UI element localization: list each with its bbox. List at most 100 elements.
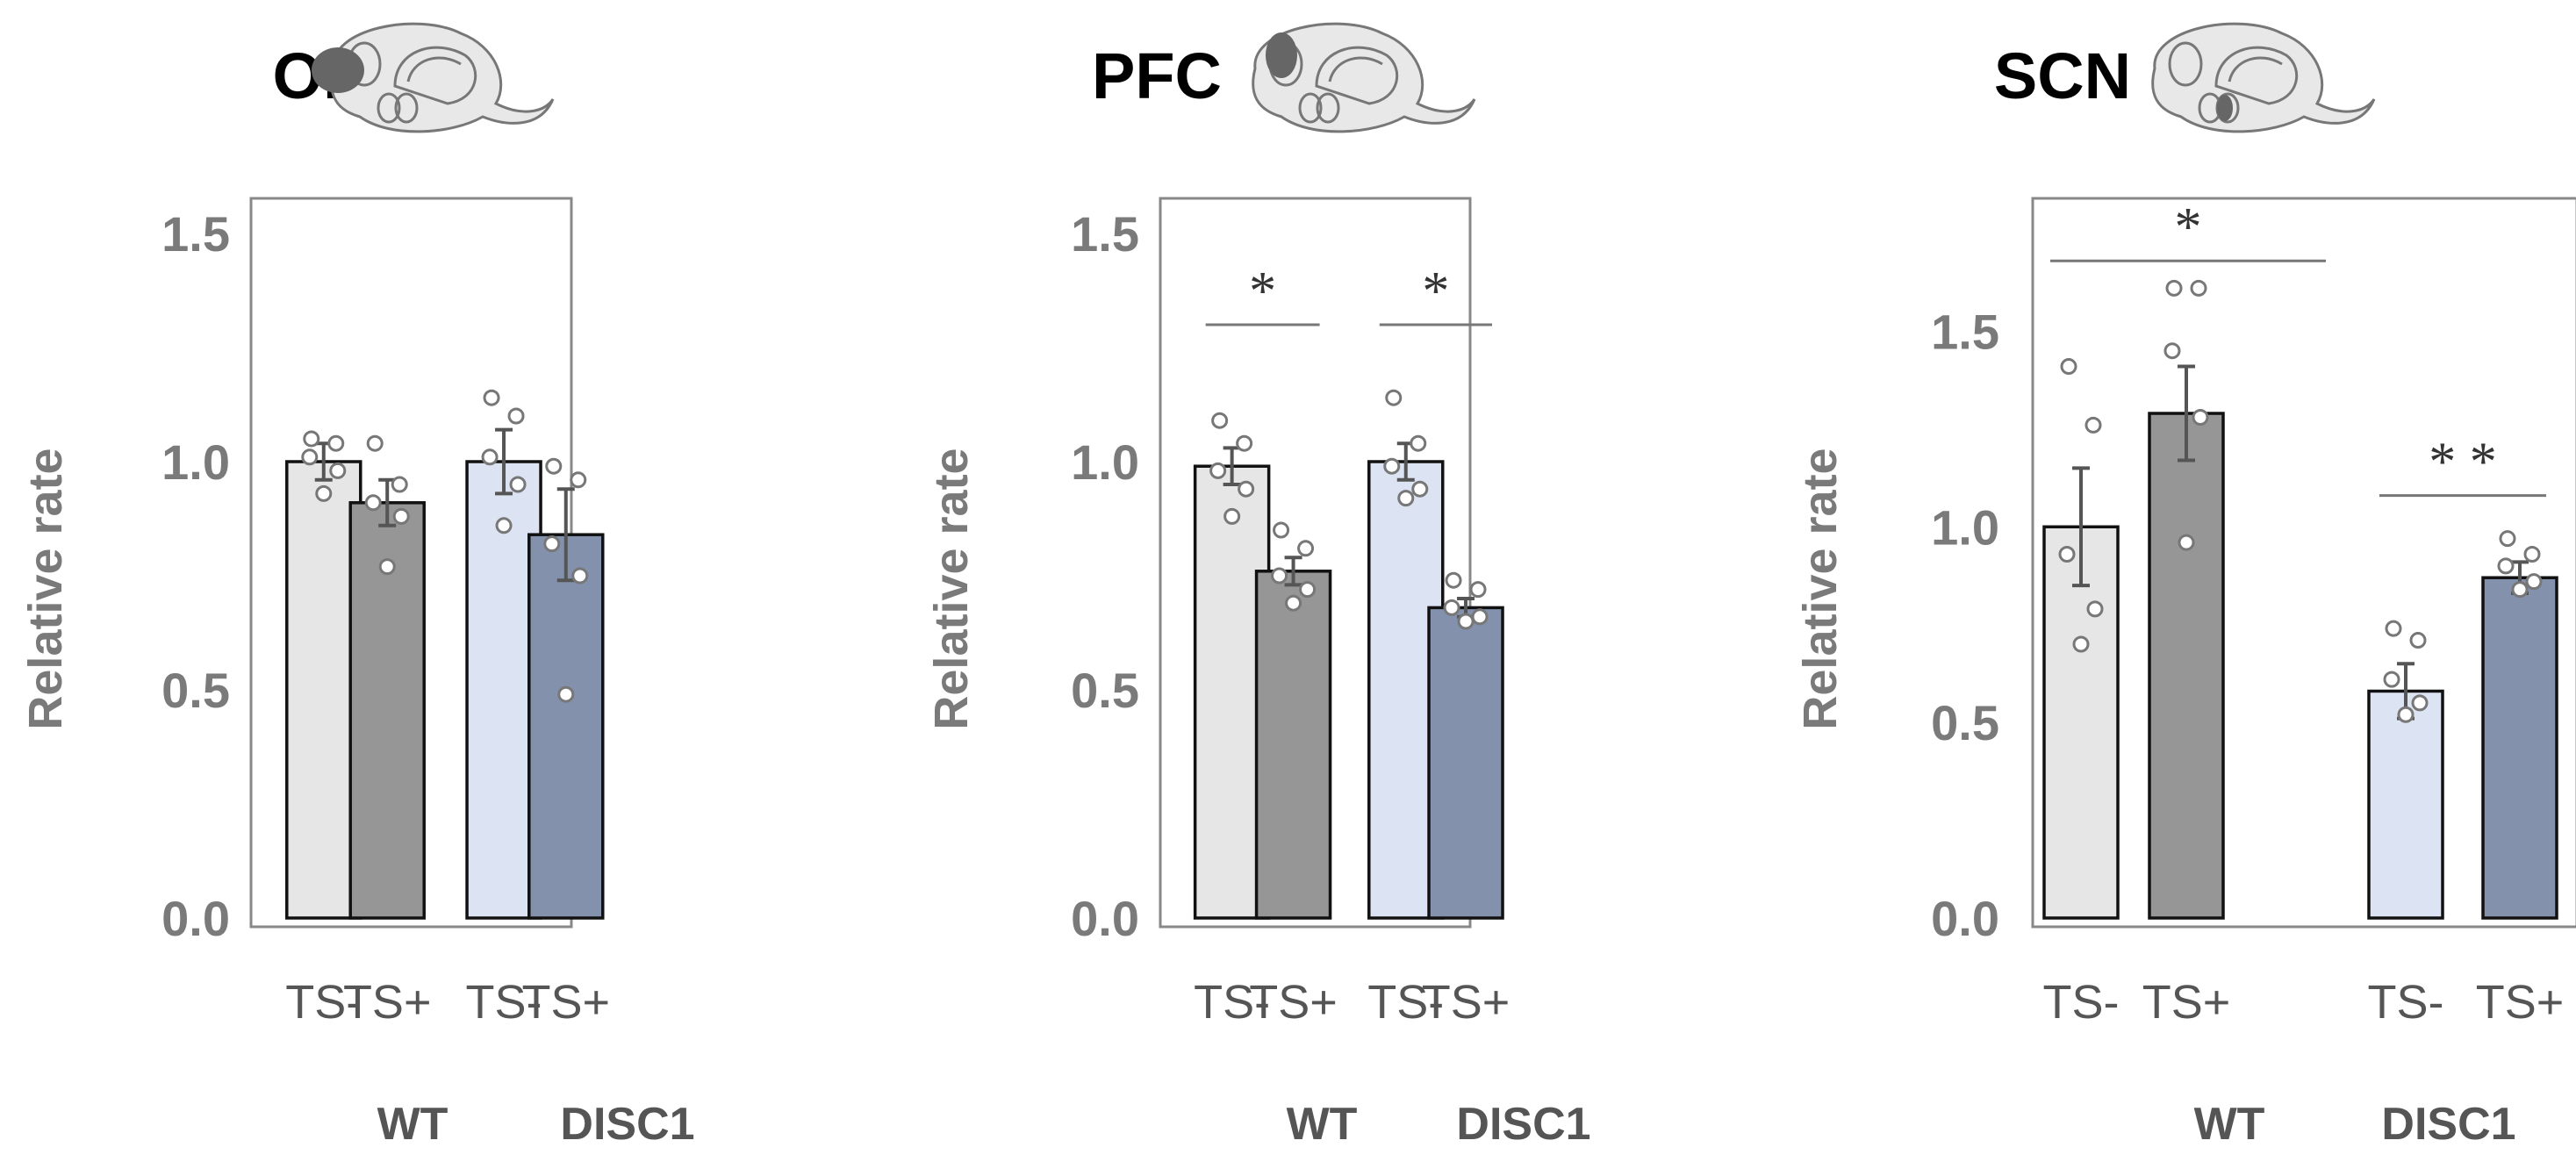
data-point: [1397, 490, 1415, 507]
data-point: [571, 567, 589, 585]
data-point: [303, 430, 320, 448]
x-category-label: TS-: [2368, 976, 2444, 1029]
data-point: [2511, 581, 2529, 599]
data-point: [2060, 358, 2077, 376]
significance-label: *: [1422, 262, 1449, 321]
significance-label: * *: [2429, 433, 2497, 492]
plot-frame: [1159, 197, 1472, 929]
bar: [2367, 689, 2444, 920]
data-point: [1445, 571, 1462, 589]
y-tick-label: 0.5: [161, 663, 230, 718]
y-tick-label: 1.0: [161, 434, 230, 490]
brain-pfc-icon: [1252, 22, 1476, 133]
y-tick-label: 0.0: [1931, 891, 1999, 946]
brain-scn-icon: [2151, 22, 2376, 133]
y-tick-label: 0.0: [1071, 891, 1139, 946]
data-point: [1236, 434, 1253, 452]
y-tick-label: 0.0: [161, 891, 230, 946]
data-point: [1223, 507, 1241, 525]
bar: [2148, 412, 2225, 920]
y-tick-label: 0.5: [1071, 663, 1139, 718]
y-axis-title: Relative rate: [19, 448, 72, 729]
x-group-label: DISC1: [2381, 1099, 2515, 1150]
data-point: [2084, 416, 2102, 434]
x-group-label: WT: [2194, 1099, 2265, 1150]
x-category-label: TS-: [466, 976, 542, 1029]
data-point: [1297, 540, 1315, 557]
data-point: [543, 535, 561, 553]
data-point: [2190, 279, 2207, 297]
data-point: [570, 471, 587, 489]
data-point: [1471, 608, 1489, 626]
data-point: [2178, 534, 2195, 551]
data-point: [1411, 480, 1429, 498]
data-point: [364, 494, 382, 512]
data-point: [378, 558, 396, 576]
x-group-label: WT: [1287, 1099, 1358, 1150]
data-point: [2072, 635, 2090, 653]
data-point: [1273, 521, 1290, 539]
data-point: [1238, 480, 1255, 498]
data-point: [392, 507, 410, 525]
y-tick-label: 1.5: [1071, 206, 1139, 262]
x-category-label: TS+: [343, 976, 432, 1029]
x-category-label: TS+: [1249, 976, 1338, 1029]
x-category-label: TS+: [522, 976, 611, 1029]
data-point: [1457, 613, 1475, 630]
data-point: [1410, 434, 1427, 452]
x-group-label: DISC1: [560, 1099, 694, 1150]
data-point: [2192, 408, 2209, 426]
data-point: [507, 407, 525, 425]
significance-label: *: [1249, 262, 1276, 321]
y-tick-label: 1.5: [1931, 304, 1999, 359]
y-tick-label: 0.5: [1931, 695, 1999, 750]
brain-ob-icon: [312, 22, 555, 133]
data-point: [2497, 557, 2515, 575]
bar: [348, 501, 426, 920]
data-point: [1385, 389, 1403, 406]
data-point: [2499, 530, 2516, 548]
x-category-label: TS-: [2043, 976, 2120, 1029]
bar: [1427, 606, 1504, 920]
data-point: [545, 457, 563, 475]
data-point: [2165, 279, 2183, 297]
data-point: [327, 434, 345, 452]
bar: [285, 460, 362, 920]
data-point: [1271, 567, 1288, 585]
panel-title: PFC: [1092, 39, 1222, 112]
x-category-label: TS+: [2142, 976, 2231, 1029]
bar: [2042, 525, 2120, 920]
chart-panel-scn: SCN 0.0 0.5 1.0 1.5 Relative rate TS- TS+ TS- TS+…: [1794, 22, 2576, 1150]
y-axis-title: Relative rate: [925, 448, 978, 729]
data-point: [2086, 600, 2104, 618]
panel-title: SCN: [1994, 39, 2131, 112]
data-point: [2409, 632, 2427, 649]
y-tick-label: 1.0: [1931, 499, 1999, 555]
y-tick-label: 1.5: [161, 206, 230, 262]
x-category-label: TS+: [2476, 976, 2565, 1029]
data-point: [2523, 545, 2541, 563]
x-group-label: WT: [377, 1099, 448, 1150]
data-point: [1211, 412, 1229, 429]
data-point: [1469, 581, 1487, 599]
bar: [527, 533, 605, 920]
significance-label: *: [2175, 197, 2202, 257]
data-point: [366, 434, 384, 452]
y-axis-title: Relative rate: [1794, 448, 1847, 729]
data-point: [509, 476, 527, 493]
data-point: [483, 389, 500, 406]
x-category-label: TS+: [1422, 976, 1510, 1029]
x-category-label: TS-: [285, 976, 362, 1029]
data-point: [1299, 581, 1317, 599]
data-point: [301, 448, 319, 466]
x-category-label: TS-: [1194, 976, 1270, 1029]
bar: [1254, 570, 1332, 920]
data-point: [315, 484, 333, 502]
data-point: [1443, 599, 1460, 616]
data-point: [2163, 342, 2181, 360]
data-point: [1209, 462, 1227, 479]
data-point: [2383, 671, 2400, 688]
data-point: [2525, 573, 2543, 591]
